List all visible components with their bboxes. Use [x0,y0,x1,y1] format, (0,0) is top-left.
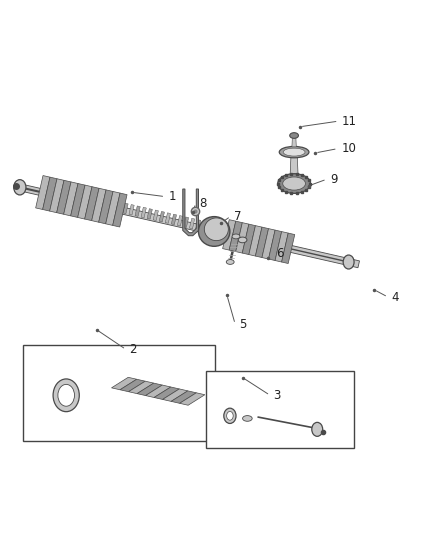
Polygon shape [208,222,213,233]
Polygon shape [249,225,262,256]
Polygon shape [159,212,164,222]
Text: 10: 10 [341,142,356,155]
Polygon shape [268,230,282,261]
Polygon shape [162,389,188,401]
Text: 11: 11 [342,115,357,127]
Polygon shape [153,210,159,221]
Ellipse shape [283,177,305,190]
Polygon shape [120,379,145,392]
Text: 5: 5 [239,318,246,330]
Polygon shape [135,206,140,216]
Polygon shape [147,209,152,219]
Polygon shape [190,219,195,229]
Polygon shape [42,177,57,211]
Ellipse shape [279,147,309,158]
Polygon shape [229,221,242,252]
Polygon shape [275,231,288,262]
Polygon shape [262,229,275,259]
Polygon shape [183,189,198,236]
Polygon shape [177,215,183,226]
Ellipse shape [312,422,323,437]
Polygon shape [255,227,268,257]
Polygon shape [171,391,196,403]
Polygon shape [154,387,179,399]
Polygon shape [145,385,171,398]
Polygon shape [128,381,154,394]
Polygon shape [201,221,207,231]
Polygon shape [112,377,137,390]
Text: 8: 8 [199,197,207,209]
Ellipse shape [232,234,240,239]
Ellipse shape [53,379,79,411]
Ellipse shape [224,408,236,423]
Polygon shape [292,137,296,147]
Text: 3: 3 [274,389,281,402]
Ellipse shape [290,133,298,139]
Ellipse shape [283,148,305,156]
Text: 2: 2 [130,343,137,356]
Polygon shape [195,220,201,230]
Polygon shape [165,213,170,223]
Bar [22,345,215,441]
Ellipse shape [343,255,354,269]
Polygon shape [35,175,50,209]
Bar [206,372,354,448]
Text: 6: 6 [276,247,283,260]
Polygon shape [78,185,92,219]
Ellipse shape [226,260,234,264]
Text: 4: 4 [392,290,399,304]
Polygon shape [171,214,177,224]
Polygon shape [85,187,99,221]
Polygon shape [123,203,128,214]
Polygon shape [92,188,106,222]
Polygon shape [137,383,162,395]
Polygon shape [113,193,127,227]
Polygon shape [64,182,78,216]
Ellipse shape [238,237,247,243]
Polygon shape [290,154,298,174]
Ellipse shape [278,174,311,193]
Polygon shape [71,183,85,217]
Text: 1: 1 [169,190,176,203]
Polygon shape [99,190,113,224]
Polygon shape [282,233,295,263]
Ellipse shape [198,216,230,246]
Polygon shape [223,220,236,250]
Polygon shape [49,179,64,213]
Ellipse shape [243,416,252,421]
Ellipse shape [14,180,26,195]
Polygon shape [106,191,120,225]
Ellipse shape [205,218,228,240]
Ellipse shape [226,411,233,420]
Text: 9: 9 [330,173,338,185]
Polygon shape [129,205,134,215]
Polygon shape [242,224,255,255]
Polygon shape [236,223,249,253]
Polygon shape [141,207,146,218]
Polygon shape [184,217,189,228]
Polygon shape [180,393,205,405]
Ellipse shape [58,384,74,406]
Text: 7: 7 [234,210,242,223]
Polygon shape [57,180,71,214]
Polygon shape [22,184,360,268]
